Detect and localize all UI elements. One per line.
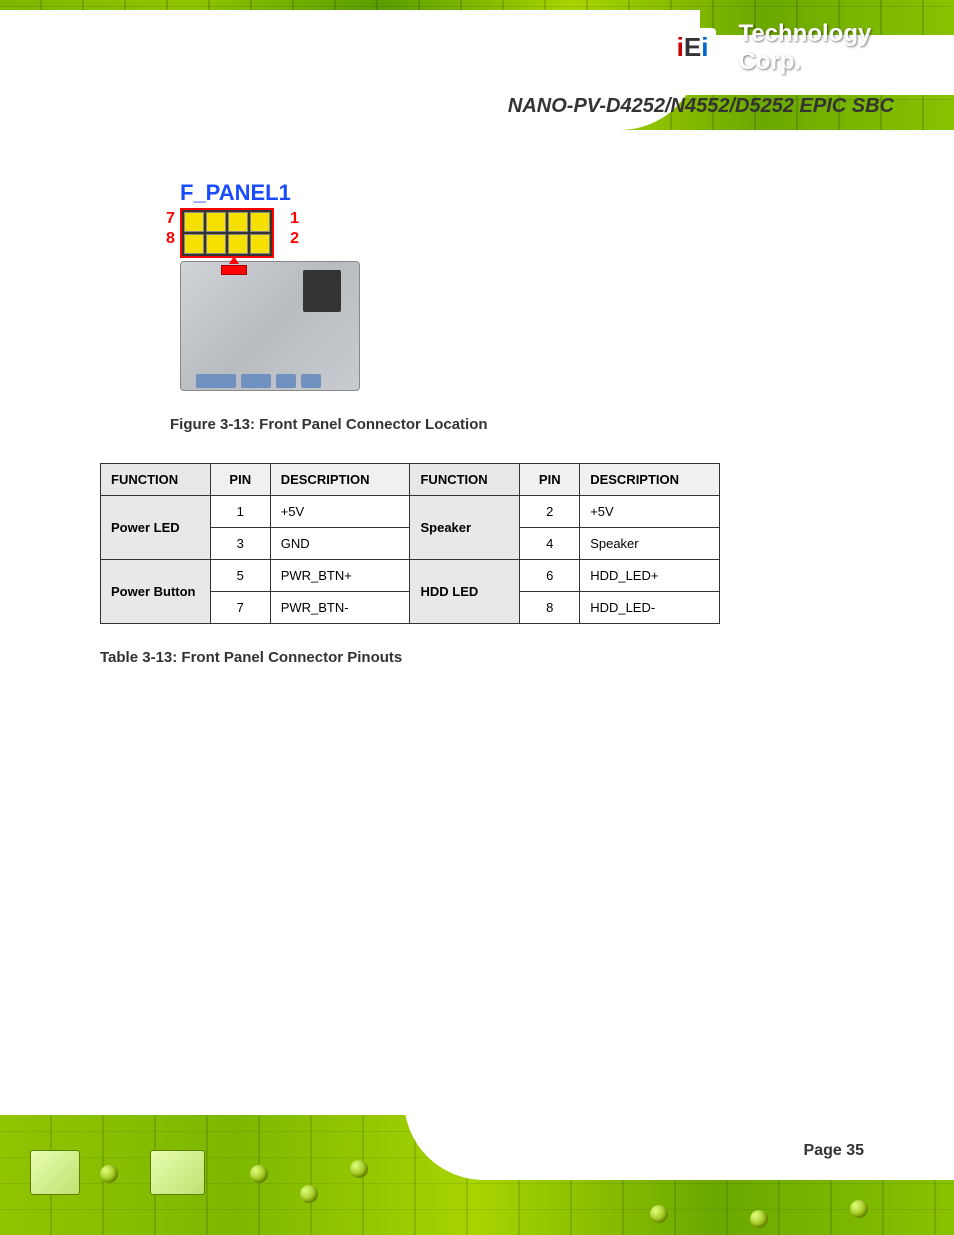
- header-description-right: DESCRIPTION: [580, 464, 720, 496]
- board-port: [276, 374, 296, 388]
- cell-description: PWR_BTN-: [270, 592, 410, 624]
- cell-function: Speaker: [410, 496, 520, 560]
- cell-description: HDD_LED-: [580, 592, 720, 624]
- company-logo: iEi ® Technology Corp.: [669, 20, 929, 75]
- board-connector-highlight: [221, 265, 247, 275]
- pinout-table: FUNCTION PIN DESCRIPTION FUNCTION PIN DE…: [100, 463, 720, 624]
- company-name: Technology Corp.: [738, 20, 929, 76]
- page-number: Page 35: [804, 1142, 864, 1160]
- header-pin-right: PIN: [520, 464, 580, 496]
- board-arrow-icon: [229, 256, 239, 264]
- table-row: Power Button 5 PWR_BTN+ HDD LED 6 HDD_LE…: [101, 560, 720, 592]
- pin-label-7: 7: [166, 210, 175, 228]
- content-area: F_PANEL1 7 8 1 2: [100, 180, 840, 666]
- board-port: [241, 374, 271, 388]
- figure-container: F_PANEL1 7 8 1 2: [180, 180, 840, 433]
- pin-label-1: 1: [290, 210, 299, 228]
- board-image: [180, 261, 360, 391]
- board-port: [196, 374, 236, 388]
- pin: [228, 212, 248, 232]
- pin-grid: [180, 208, 274, 258]
- table-row: Power LED 1 +5V Speaker 2 +5V: [101, 496, 720, 528]
- cell-pin: 3: [210, 528, 270, 560]
- pin: [206, 234, 226, 254]
- header-function-left: FUNCTION: [101, 464, 211, 496]
- header-function-right: FUNCTION: [410, 464, 520, 496]
- pin: [184, 212, 204, 232]
- pin-label-8: 8: [166, 230, 175, 248]
- cell-function: HDD LED: [410, 560, 520, 624]
- cell-description: GND: [270, 528, 410, 560]
- cell-pin: 6: [520, 560, 580, 592]
- cell-description: HDD_LED+: [580, 560, 720, 592]
- board-port: [301, 374, 321, 388]
- product-title: NANO-PV-D4252/N4552/D5252 EPIC SBC: [508, 95, 894, 118]
- pin: [184, 234, 204, 254]
- cell-function: Power Button: [101, 560, 211, 624]
- pin: [228, 234, 248, 254]
- header-description-left: DESCRIPTION: [270, 464, 410, 496]
- cell-pin: 4: [520, 528, 580, 560]
- cell-pin: 2: [520, 496, 580, 528]
- table-header-row: FUNCTION PIN DESCRIPTION FUNCTION PIN DE…: [101, 464, 720, 496]
- cell-function: Power LED: [101, 496, 211, 560]
- header-pin-left: PIN: [210, 464, 270, 496]
- cell-pin: 8: [520, 592, 580, 624]
- board-chip: [303, 270, 341, 312]
- bottom-banner: [0, 1085, 954, 1235]
- cell-pin: 5: [210, 560, 270, 592]
- figure-caption: Figure 3-13: Front Panel Connector Locat…: [170, 416, 840, 433]
- pin: [250, 234, 270, 254]
- cell-description: +5V: [270, 496, 410, 528]
- table-caption: Table 3-13: Front Panel Connector Pinout…: [100, 649, 840, 666]
- cell-description: +5V: [580, 496, 720, 528]
- cell-description: Speaker: [580, 528, 720, 560]
- pin-label-2: 2: [290, 230, 299, 248]
- logo-icon: iEi: [669, 28, 716, 68]
- connector-diagram: 7 8 1 2: [180, 208, 285, 256]
- cell-description: PWR_BTN+: [270, 560, 410, 592]
- cell-pin: 1: [210, 496, 270, 528]
- registered-mark: ®: [722, 40, 732, 56]
- pin: [250, 212, 270, 232]
- pin: [206, 212, 226, 232]
- connector-label: F_PANEL1: [180, 180, 840, 206]
- cell-pin: 7: [210, 592, 270, 624]
